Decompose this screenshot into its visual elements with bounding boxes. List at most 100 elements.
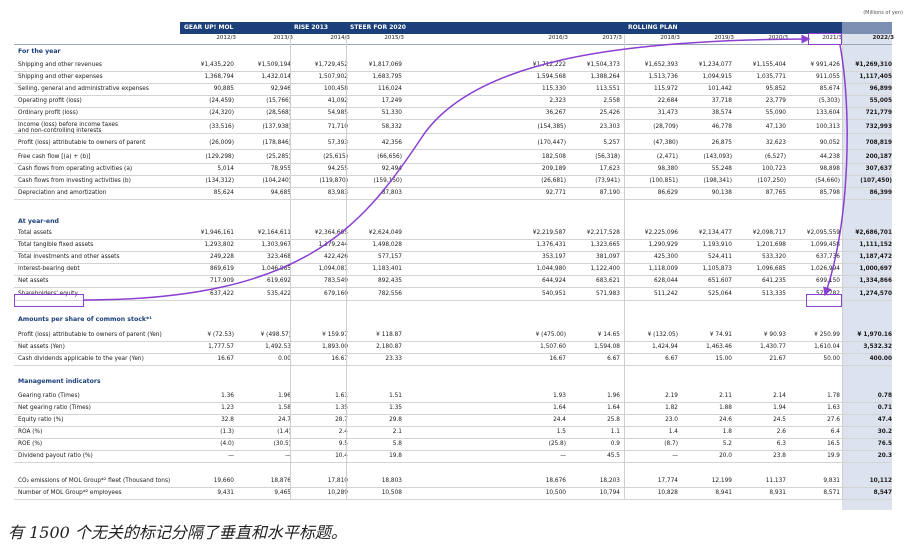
- row-label: ROA (%): [18, 429, 43, 435]
- cell-2013-3: 1.58: [278, 405, 291, 411]
- cell-2016-3: 1.64: [553, 405, 566, 411]
- table-row: Ordinary profit (loss) (24,320) (28,568) 54…: [0, 108, 900, 119]
- year-header-8: 2020/3: [768, 35, 788, 41]
- cell-2019-3: (143,093): [703, 154, 733, 160]
- table-row: Net assets 717,909 619,692 783,549 892,435 64…: [0, 276, 900, 287]
- cell-2015-3: 87,803: [381, 190, 402, 196]
- cell-2014-3: 9.5: [338, 441, 348, 447]
- row-divider: [14, 149, 892, 150]
- row-label: Net assets: [18, 278, 49, 284]
- cell-2018-3: (28,709): [653, 124, 678, 130]
- cell-2015-3: 51,330: [381, 110, 402, 116]
- cell-2015-3: ¥1,817,069: [368, 62, 402, 68]
- cell-2013-3: (25,285): [266, 154, 291, 160]
- cell-2020-3: 24.5: [773, 417, 786, 423]
- cell-2017-3: (73,941): [595, 178, 620, 184]
- cell-2014-3: 71,710: [327, 124, 348, 130]
- cell-2022-3: ¥2,686,701: [855, 230, 892, 236]
- cell-2014-3: 1.35: [335, 405, 348, 411]
- cell-2015-3: 1,183,401: [372, 266, 402, 272]
- year-header-6: 2018/3: [660, 35, 680, 41]
- table-row: Dividend payout ratio (%) — — 10.4 19.8 — 45.5…: [0, 451, 900, 462]
- row-label: Free cash flow [(a) + (b)]: [18, 154, 91, 160]
- cell-2013-3: 1,303,967: [261, 242, 291, 248]
- cell-2015-3: 1,683,795: [372, 74, 402, 80]
- cell-2018-3: ¥2,225,096: [644, 230, 678, 236]
- cell-2020-3: 23,779: [765, 98, 786, 104]
- cell-2012-3: 32.8: [221, 417, 234, 423]
- cell-2012-3: (24,320): [209, 110, 234, 116]
- row-divider: [14, 450, 892, 451]
- cell-2018-3: 1,290,929: [648, 242, 678, 248]
- cell-2017-3: 18,203: [599, 478, 620, 484]
- cell-2022-3: ¥ 1,970.16: [857, 332, 892, 338]
- table-row: Shipping and other revenues ¥1,435,220 ¥1,…: [0, 60, 900, 71]
- cell-2013-3: ¥1,509,194: [257, 62, 291, 68]
- cell-2019-3: 46,778: [711, 124, 732, 130]
- cell-2012-3: 9,431: [217, 490, 234, 496]
- cell-2022-3: 1,274,570: [859, 291, 892, 297]
- cell-2019-3: 55,248: [711, 166, 732, 172]
- cell-2012-3: ¥ (72.53): [207, 332, 234, 338]
- year-header-5: 2017/3: [602, 35, 622, 41]
- cell-2016-3: 353,197: [542, 254, 566, 260]
- row-divider: [14, 414, 892, 415]
- row-divider: [14, 341, 892, 342]
- cell-2012-3: 249,228: [210, 254, 234, 260]
- cell-2018-3: 115,972: [654, 86, 678, 92]
- cell-2018-3: 86,629: [657, 190, 678, 196]
- table-row: Equity ratio (%) 32.8 24.7 28.7 29.8 24.4 25.8…: [0, 415, 900, 426]
- cell-2018-3: (100,851): [649, 178, 679, 184]
- cell-2013-3: (30.5): [273, 441, 291, 447]
- cell-2021-3: (54,660): [815, 178, 840, 184]
- cell-2021-3: 85,674: [819, 86, 840, 92]
- cell-2021-3: 85,798: [819, 190, 840, 196]
- row-label: Cash flows from investing activities (b): [18, 178, 131, 184]
- year-header-3: 2015/3: [384, 35, 404, 41]
- table-row: Cash flows from investing activities (b)…: [0, 176, 900, 187]
- cell-2017-3: ¥1,504,373: [586, 62, 620, 68]
- row-label: Interest-bearing debt: [18, 266, 80, 272]
- cell-2012-3: 1,777.57: [208, 344, 234, 350]
- cell-2019-3: 1,193,910: [702, 242, 732, 248]
- row-label: Number of MOL Group*² employees: [18, 490, 122, 496]
- cell-2012-3: 16.67: [217, 356, 234, 362]
- cell-2022-3: 721,779: [865, 110, 892, 116]
- cell-2014-3: 57,393: [327, 140, 348, 146]
- row-label: ROE (%): [18, 441, 43, 447]
- cell-2022-3: 10,112: [869, 478, 892, 484]
- cell-2020-3: 1.94: [773, 405, 786, 411]
- cell-2020-3: 8,931: [769, 490, 786, 496]
- cell-2021-3: 44,238: [819, 154, 840, 160]
- cell-2016-3: 16.67: [549, 356, 566, 362]
- row-label: Total investments and other assets: [18, 254, 120, 260]
- cell-2012-3: (129,298): [205, 154, 235, 160]
- group-divider-3: [624, 35, 625, 500]
- cell-2018-3: 511,242: [654, 291, 678, 297]
- cell-2022-3: 200,187: [865, 154, 892, 160]
- row-label: Profit (loss) attributable to owners of …: [18, 140, 146, 146]
- cell-2014-3: ¥ 159.97: [322, 332, 348, 338]
- cell-2017-3: 10,794: [599, 490, 620, 496]
- cell-2021-3: 1.63: [827, 405, 840, 411]
- cell-2016-3: 1.93: [553, 393, 566, 399]
- row-divider: [14, 462, 892, 463]
- cell-2018-3: ¥1,652,393: [644, 62, 678, 68]
- cell-2017-3: 0.9: [610, 441, 620, 447]
- row-divider: [14, 199, 892, 200]
- cell-2019-3: (198,341): [703, 178, 733, 184]
- year-header-4: 2016/3: [548, 35, 568, 41]
- cell-2017-3: 113,551: [596, 86, 620, 92]
- cell-2012-3: —: [228, 453, 234, 459]
- cell-2017-3: 87,190: [599, 190, 620, 196]
- year-header-7: 2019/3: [714, 35, 734, 41]
- cell-2019-3: ¥1,234,077: [698, 62, 732, 68]
- cell-2020-3: 1,201,698: [756, 242, 786, 248]
- table-row: Profit (loss) attributable to owners of …: [0, 138, 900, 149]
- cell-2018-3: 22,684: [657, 98, 678, 104]
- row-divider: [14, 426, 892, 427]
- table-row: Gearing ratio (Times) 1.36 1.96 1.61 1.51 1.9…: [0, 391, 900, 402]
- cell-2013-3: —: [285, 453, 291, 459]
- cell-2022-3: 8,547: [873, 490, 892, 496]
- cell-2020-3: 21.67: [769, 356, 786, 362]
